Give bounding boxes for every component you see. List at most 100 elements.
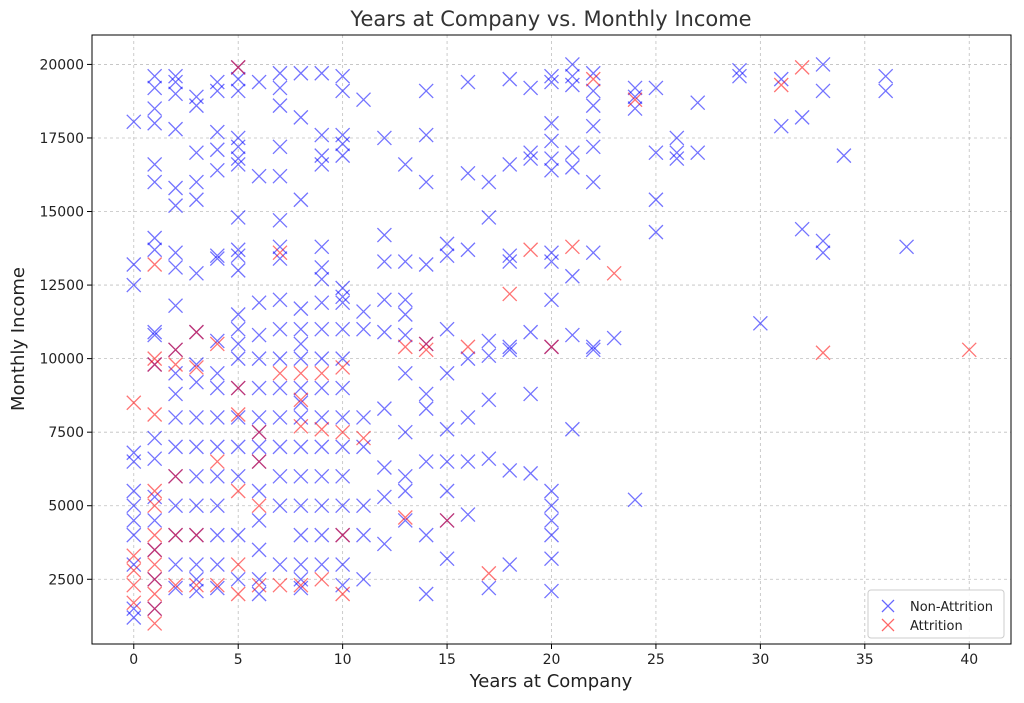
data-point bbox=[272, 245, 288, 261]
data-point bbox=[439, 365, 455, 381]
data-point bbox=[188, 174, 204, 190]
data-point bbox=[314, 295, 330, 311]
data-point bbox=[544, 68, 559, 84]
data-point bbox=[460, 165, 476, 181]
legend-box bbox=[867, 589, 1005, 639]
data-point bbox=[815, 233, 831, 249]
data-point bbox=[356, 430, 371, 446]
data-point bbox=[356, 571, 371, 587]
data-point bbox=[544, 583, 559, 599]
data-point bbox=[126, 562, 142, 578]
data-point bbox=[230, 468, 246, 484]
data-point bbox=[293, 571, 309, 587]
data-point bbox=[732, 68, 747, 84]
data-point bbox=[335, 410, 351, 425]
data-point bbox=[209, 527, 225, 543]
data-point bbox=[376, 536, 392, 552]
data-point bbox=[773, 71, 789, 87]
data-point bbox=[147, 257, 163, 272]
data-point bbox=[418, 257, 434, 272]
data-point bbox=[460, 339, 476, 355]
data-point bbox=[752, 315, 768, 331]
data-point bbox=[188, 439, 204, 455]
data-point bbox=[585, 339, 601, 355]
data-point bbox=[251, 577, 267, 593]
data-point bbox=[314, 571, 330, 587]
y-tick-label: 2500 bbox=[48, 572, 84, 588]
data-point bbox=[335, 557, 351, 573]
data-point bbox=[168, 68, 184, 84]
data-point bbox=[147, 498, 163, 514]
data-point bbox=[251, 571, 267, 587]
data-point bbox=[168, 557, 184, 573]
y-tick-label: 12500 bbox=[39, 278, 84, 294]
data-point bbox=[418, 386, 434, 402]
data-point bbox=[126, 454, 142, 470]
data-point bbox=[335, 321, 351, 337]
data-point bbox=[272, 468, 288, 484]
data-point bbox=[627, 492, 643, 508]
data-point bbox=[544, 498, 559, 514]
grid-lines bbox=[92, 35, 1011, 644]
data-point bbox=[147, 571, 163, 587]
data-point bbox=[147, 174, 163, 190]
data-point bbox=[418, 342, 434, 358]
data-point bbox=[272, 98, 288, 114]
data-point bbox=[523, 242, 539, 258]
data-point bbox=[293, 498, 309, 514]
data-point bbox=[168, 386, 184, 402]
data-point bbox=[147, 324, 163, 340]
data-point bbox=[481, 580, 497, 596]
data-point bbox=[314, 527, 330, 543]
data-point bbox=[168, 527, 184, 543]
data-point bbox=[188, 265, 204, 281]
data-point bbox=[335, 586, 351, 602]
data-point bbox=[627, 80, 643, 96]
data-point bbox=[272, 239, 288, 255]
data-point bbox=[230, 410, 246, 425]
data-point bbox=[648, 224, 664, 240]
legend-label: Non-Attrition bbox=[910, 600, 993, 615]
data-marks bbox=[126, 56, 977, 631]
data-point bbox=[502, 462, 518, 478]
data-point bbox=[418, 401, 434, 417]
data-point bbox=[439, 421, 455, 437]
data-point bbox=[397, 307, 413, 322]
data-point bbox=[627, 101, 643, 117]
data-point bbox=[376, 489, 392, 505]
data-point bbox=[794, 109, 810, 125]
data-point bbox=[209, 439, 225, 455]
data-point bbox=[188, 571, 204, 587]
data-point bbox=[230, 139, 246, 155]
x-tick-label: 5 bbox=[234, 652, 243, 668]
data-point bbox=[585, 71, 601, 87]
data-point bbox=[230, 151, 246, 167]
data-point bbox=[147, 242, 163, 258]
data-point bbox=[439, 551, 455, 567]
data-point bbox=[209, 410, 225, 425]
data-point bbox=[523, 465, 539, 481]
data-point bbox=[356, 527, 371, 543]
data-point bbox=[502, 342, 518, 358]
data-point bbox=[251, 351, 267, 367]
data-point bbox=[230, 307, 246, 322]
data-point bbox=[126, 595, 142, 611]
data-point bbox=[251, 483, 267, 499]
data-point bbox=[418, 586, 434, 602]
data-point bbox=[815, 345, 831, 361]
data-point bbox=[251, 439, 267, 455]
data-point bbox=[230, 586, 246, 602]
data-point bbox=[209, 498, 225, 514]
data-point bbox=[439, 321, 455, 337]
x-tick-label: 20 bbox=[543, 652, 561, 668]
data-point bbox=[544, 133, 559, 149]
data-point bbox=[314, 380, 330, 396]
data-point bbox=[126, 610, 142, 625]
data-point bbox=[168, 580, 184, 596]
data-point bbox=[126, 548, 142, 564]
data-point bbox=[544, 115, 559, 131]
legend-marker bbox=[881, 599, 895, 613]
data-point bbox=[230, 321, 246, 337]
data-point bbox=[356, 410, 371, 425]
